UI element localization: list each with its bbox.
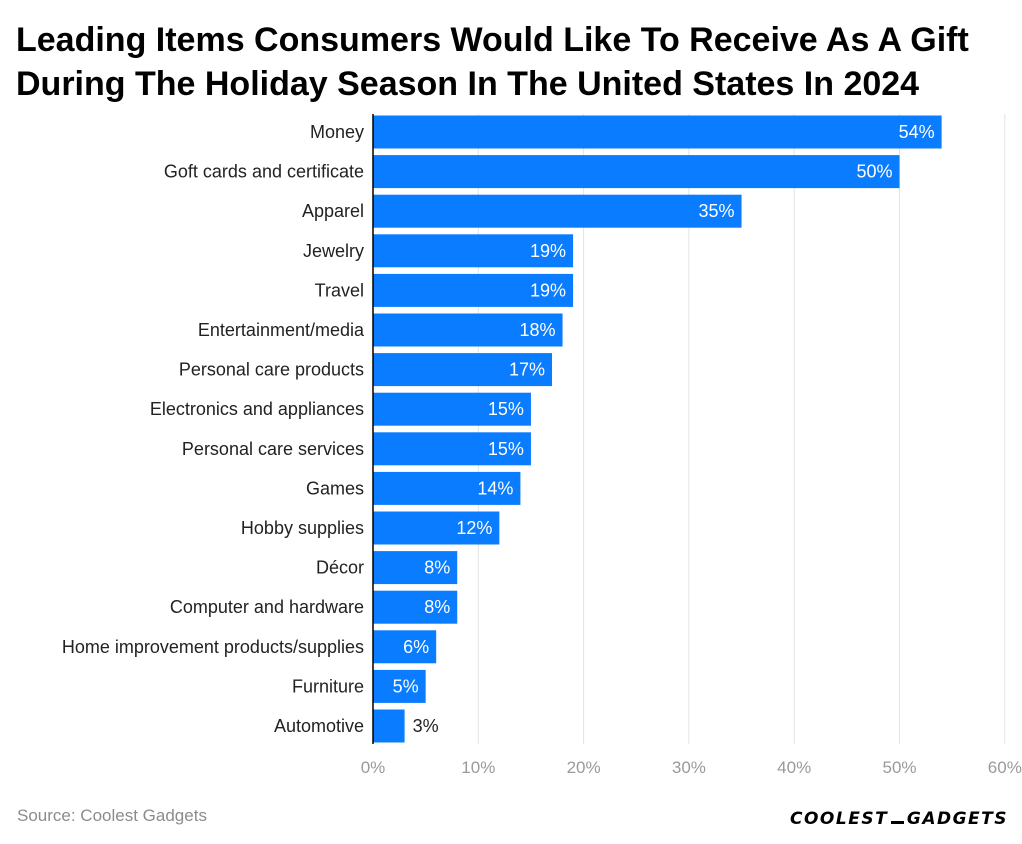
category-label: Décor bbox=[316, 558, 364, 578]
x-tick-label: 0% bbox=[361, 758, 386, 777]
value-label: 19% bbox=[530, 241, 566, 261]
category-label: Jewelry bbox=[303, 241, 364, 261]
category-label: Hobby supplies bbox=[241, 518, 364, 538]
value-label: 6% bbox=[403, 637, 429, 657]
category-label: Travel bbox=[315, 280, 364, 300]
value-label: 17% bbox=[509, 360, 545, 380]
category-label: Goft cards and certificate bbox=[164, 162, 364, 182]
value-label: 12% bbox=[456, 518, 492, 538]
x-tick-label: 40% bbox=[777, 758, 811, 777]
bar bbox=[373, 234, 574, 268]
bar-chart: Money Goft cards and certificate Apparel Je… bbox=[62, 114, 1022, 777]
category-label: Computer and hardware bbox=[170, 597, 364, 617]
bar bbox=[373, 115, 942, 149]
logo-text-left: COOLEST bbox=[790, 809, 889, 829]
bar bbox=[373, 313, 563, 347]
bar bbox=[373, 353, 553, 387]
x-tick-label: 30% bbox=[672, 758, 706, 777]
brand-logo: COOLEST GADGETS bbox=[790, 805, 1008, 833]
bar bbox=[373, 551, 458, 585]
value-label: 14% bbox=[477, 478, 513, 498]
bar bbox=[373, 273, 574, 307]
value-label: 19% bbox=[530, 280, 566, 300]
category-label: Furniture bbox=[292, 676, 364, 696]
value-label: 35% bbox=[699, 201, 735, 221]
value-label: 15% bbox=[488, 399, 524, 419]
chart-title: Leading Items Consumers Would Like To Re… bbox=[16, 21, 969, 103]
category-label: Games bbox=[306, 478, 364, 498]
category-label: Apparel bbox=[302, 201, 364, 221]
bar bbox=[373, 194, 742, 228]
bar bbox=[373, 432, 531, 466]
logo-text-right: GADGETS bbox=[906, 809, 1008, 829]
category-label: Personal care products bbox=[179, 360, 364, 380]
bars bbox=[373, 115, 942, 743]
value-label: 8% bbox=[424, 597, 450, 617]
bar bbox=[373, 511, 500, 545]
value-label: 15% bbox=[488, 439, 524, 459]
bar bbox=[373, 392, 531, 426]
value-labels: 54% 50% 35% 19% 19% 18% 17% 15% 15% 14% 12% 8% 8% 6% 5… bbox=[393, 122, 935, 736]
category-label: Personal care services bbox=[182, 439, 364, 459]
x-tick-label: 10% bbox=[461, 758, 495, 777]
value-label: 54% bbox=[899, 122, 935, 142]
category-label: Money bbox=[310, 122, 364, 142]
value-label: 18% bbox=[520, 320, 556, 340]
x-tick-label: 20% bbox=[567, 758, 601, 777]
value-label: 50% bbox=[856, 162, 892, 182]
bar bbox=[373, 471, 521, 505]
bar bbox=[373, 709, 405, 743]
source-note: Source: Coolest Gadgets bbox=[17, 806, 207, 825]
bar bbox=[373, 669, 426, 703]
category-label: Automotive bbox=[274, 716, 364, 736]
logo-dash bbox=[891, 820, 904, 824]
bar bbox=[373, 630, 437, 664]
category-label: Entertainment/media bbox=[198, 320, 365, 340]
bar bbox=[373, 155, 900, 189]
x-axis-ticks: 0% 10% 20% 30% 40% 50% 60% bbox=[361, 758, 1022, 777]
x-tick-label: 50% bbox=[882, 758, 916, 777]
category-label: Electronics and appliances bbox=[150, 399, 364, 419]
category-label: Home improvement products/supplies bbox=[62, 637, 364, 657]
bar bbox=[373, 590, 458, 624]
value-label: 5% bbox=[393, 676, 419, 696]
value-label: 8% bbox=[424, 558, 450, 578]
category-labels: Money Goft cards and certificate Apparel Je… bbox=[62, 122, 365, 736]
value-label: 3% bbox=[413, 716, 439, 736]
x-tick-label: 60% bbox=[988, 758, 1022, 777]
